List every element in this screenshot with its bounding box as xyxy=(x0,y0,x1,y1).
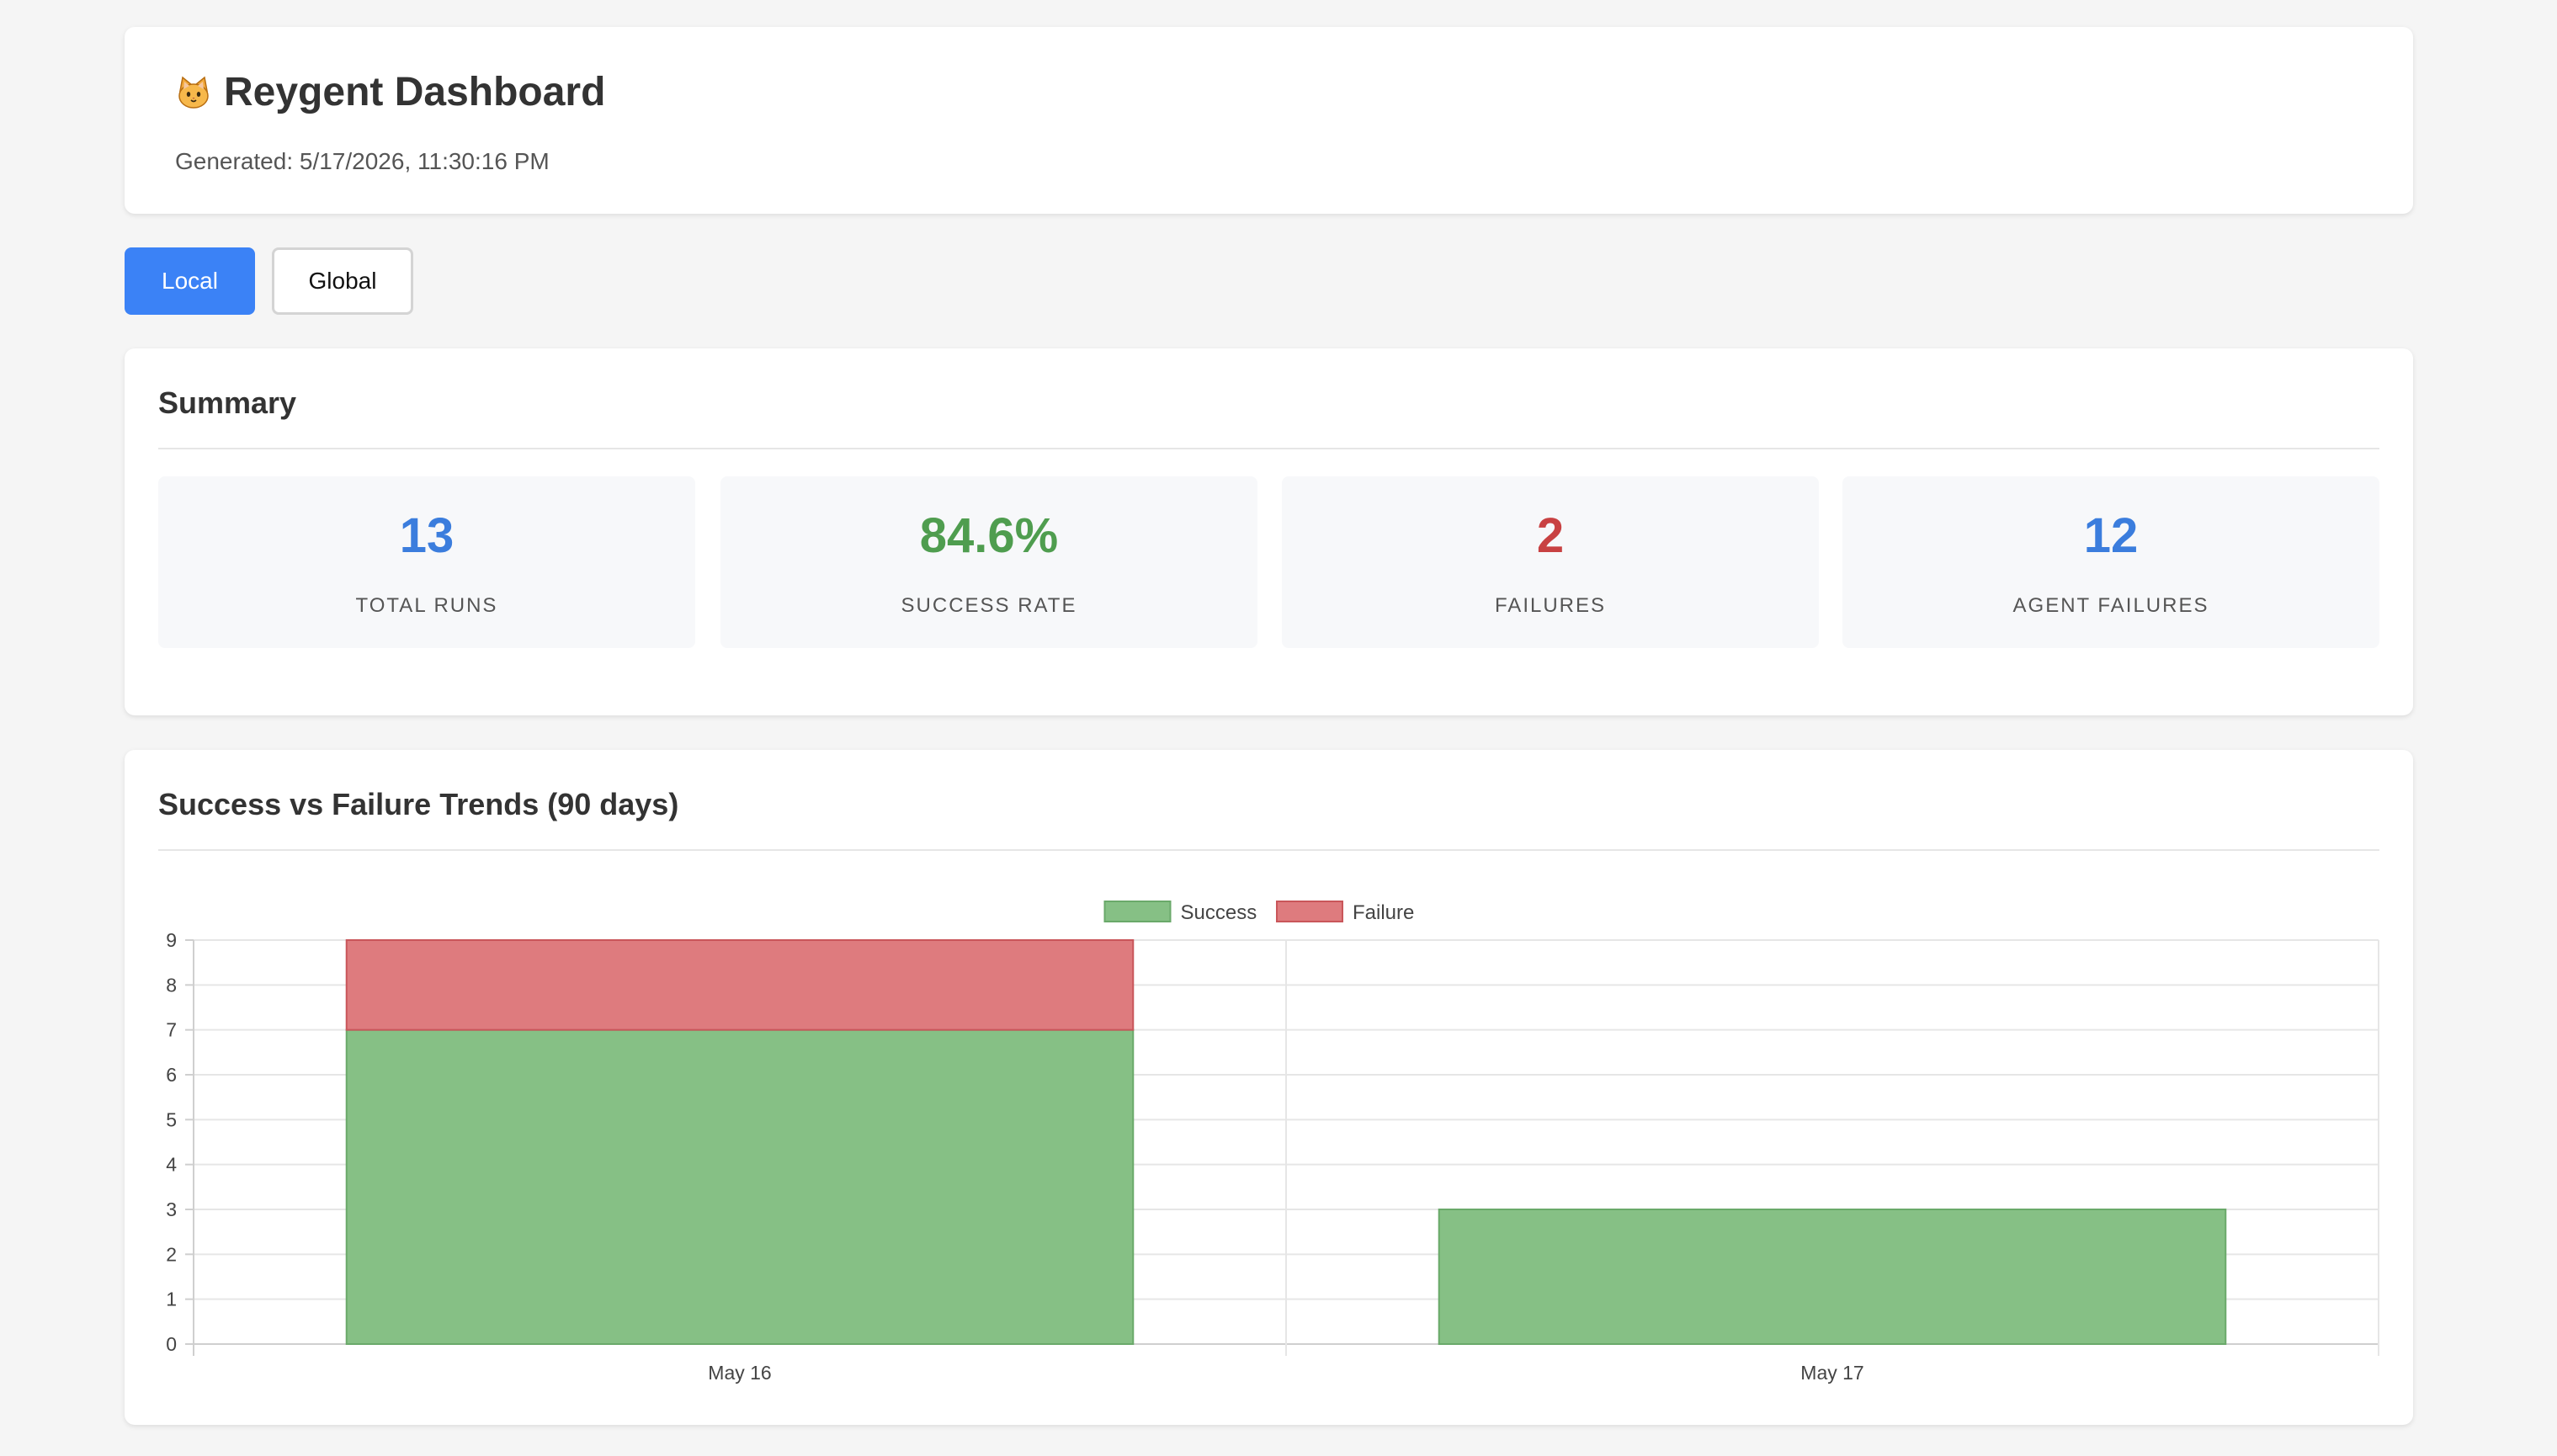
stat-value: 12 xyxy=(2083,508,2139,563)
summary-title: Summary xyxy=(158,385,297,420)
stat-success-rate: 84.6% SUCCESS RATE xyxy=(720,476,1257,648)
stat-failures: 2 FAILURES xyxy=(1282,476,1819,648)
y-tick-label: 6 xyxy=(166,1064,177,1086)
global-button[interactable]: Global xyxy=(272,247,413,315)
stat-label: TOTAL RUNS xyxy=(355,594,498,617)
stat-label: FAILURES xyxy=(1494,594,1607,617)
cat-face-icon xyxy=(175,74,212,111)
legend-swatch-success xyxy=(1103,901,1172,922)
stat-total-runs: 13 TOTAL RUNS xyxy=(158,476,695,648)
summary-card: Summary 13 TOTAL RUNS 84.6% SUCCESS RATE… xyxy=(125,348,2413,715)
stat-label: SUCCESS RATE xyxy=(901,594,1077,617)
y-tick-label: 3 xyxy=(166,1198,177,1220)
y-tick-label: 1 xyxy=(166,1289,177,1310)
x-tick-label: May 17 xyxy=(1800,1362,1863,1384)
stat-value: 2 xyxy=(1536,508,1565,563)
success-bar xyxy=(1438,1209,2227,1345)
stat-agent-failures: 12 AGENT FAILURES xyxy=(1842,476,2379,648)
generated-timestamp: Generated: 5/17/2026, 11:30:16 PM xyxy=(175,148,550,174)
page-title: Reygent Dashboard xyxy=(175,69,605,115)
local-button[interactable]: Local xyxy=(125,247,255,315)
legend-swatch-failure xyxy=(1276,901,1343,922)
header-card: Reygent Dashboard Generated: 5/17/2026, … xyxy=(125,27,2413,214)
y-tick-label: 5 xyxy=(166,1108,177,1130)
x-tick-label: May 16 xyxy=(708,1362,771,1384)
summary-divider xyxy=(158,448,2379,449)
stat-value: 13 xyxy=(399,508,455,563)
failure-bar xyxy=(345,939,1135,1031)
stat-label: AGENT FAILURES xyxy=(2012,594,2209,617)
trends-title: Success vs Failure Trends (90 days) xyxy=(158,787,679,821)
y-tick-label: 4 xyxy=(166,1154,177,1176)
stat-value: 84.6% xyxy=(919,508,1059,563)
y-tick-label: 8 xyxy=(166,974,177,996)
legend-label-success: Success xyxy=(1181,901,1257,924)
y-tick-label: 7 xyxy=(166,1019,177,1041)
trends-chart: 0 1 2 3 4 5 6 7 8 9 May 16 May 17 Success Failure xyxy=(166,901,2379,1384)
success-bar xyxy=(345,1028,1135,1345)
y-tick-label: 2 xyxy=(166,1243,177,1265)
y-tick-label: 0 xyxy=(166,1333,177,1355)
trends-divider xyxy=(158,849,2379,851)
y-tick-label: 9 xyxy=(166,929,177,951)
page-title-text: Reygent Dashboard xyxy=(224,70,606,114)
legend-label-failure: Failure xyxy=(1353,901,1414,924)
trends-card: Success vs Failure Trends (90 days) 0 1 2 3… xyxy=(125,750,2413,1425)
